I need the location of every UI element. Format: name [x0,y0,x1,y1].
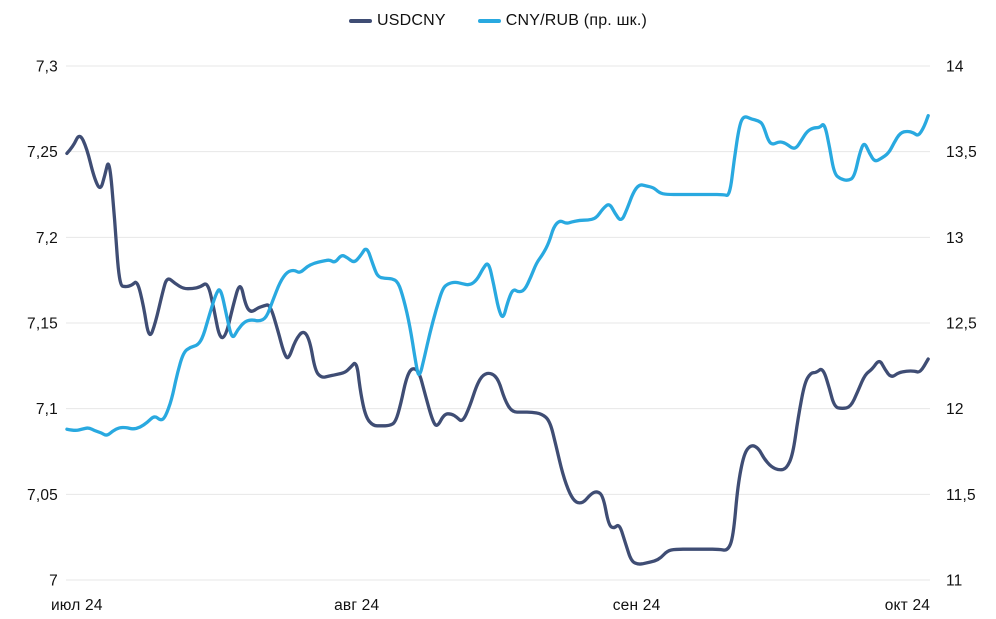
left-axis-tick-label: 7,3 [36,59,58,76]
left-axis-tick-label: 7 [49,573,58,590]
legend-item-usdcny: USDCNY [348,12,446,30]
legend-label-cnyrub: CNY/RUB (пр. шк.) [505,12,647,29]
x-axis-tick-label: окт 24 [885,597,931,614]
left-axis-tick-label: 7,15 [27,316,58,333]
legend-label-usdcny: USDCNY [376,12,446,29]
legend-item-cnyrub: CNY/RUB (пр. шк.) [477,12,647,30]
right-axis-tick-label: 13 [946,230,964,247]
right-axis-tick-label: 14 [946,59,964,76]
series-line-cnyrub [65,114,930,437]
x-axis-tick-label: июл 24 [51,597,103,614]
series-line-usdcny [65,134,930,566]
left-axis-tick-label: 7,25 [27,144,58,161]
chart-legend: USDCNY CNY/RUB (пр. шк.) [0,8,996,34]
right-axis-tick-label: 11 [946,573,963,590]
x-axis-tick-label: авг 24 [334,597,379,614]
left-axis-tick-label: 7,1 [36,401,58,418]
left-axis-tick-label: 7,2 [36,230,58,247]
legend-marker-cnyrub [477,19,501,23]
x-axis-tick-label: сен 24 [613,597,661,614]
right-axis-tick-label: 12,5 [946,316,977,333]
right-axis-tick-label: 13,5 [946,144,977,161]
right-axis-tick-label: 11,5 [946,487,976,504]
left-axis-tick-label: 7,05 [27,487,58,504]
right-axis-tick-label: 12 [946,401,964,418]
legend-marker-usdcny [348,19,372,23]
